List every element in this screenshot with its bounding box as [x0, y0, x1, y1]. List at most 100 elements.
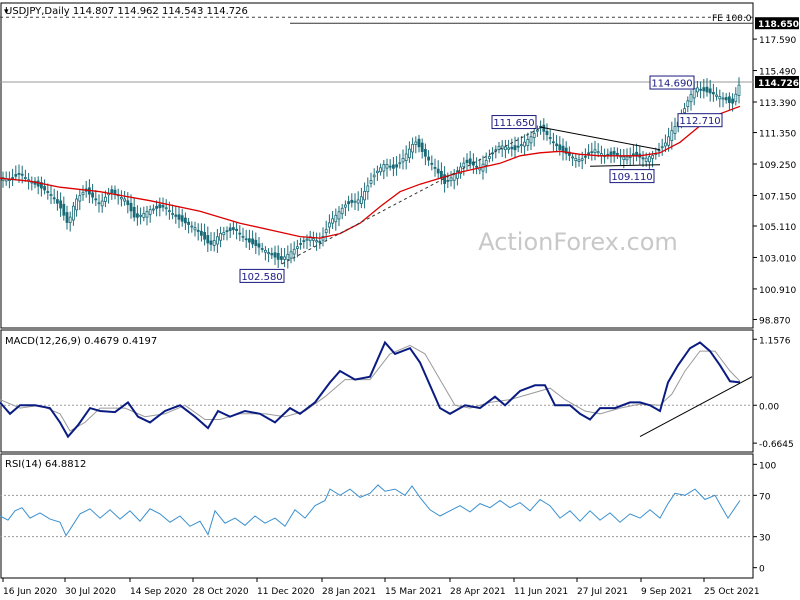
annotation-box — [609, 169, 655, 184]
candle-body — [340, 207, 344, 215]
candle-body — [104, 196, 107, 202]
candle — [587, 144, 590, 160]
triangle-upper-line — [539, 126, 661, 151]
candle-body — [327, 222, 331, 228]
candle — [552, 132, 555, 151]
candle — [247, 229, 251, 251]
candle — [273, 245, 277, 266]
candle-body — [62, 203, 66, 216]
candle-body — [263, 249, 267, 253]
candle — [446, 172, 450, 189]
x-axis-tick-label: 28 Oct 2020 — [193, 587, 249, 597]
candle-body — [648, 156, 651, 163]
rsi-axis-tick-label: 0 — [759, 565, 765, 575]
candle-body — [600, 153, 603, 156]
candle — [142, 206, 146, 222]
candle-body — [135, 213, 139, 218]
candle-body — [113, 189, 117, 195]
candle-body — [315, 240, 319, 243]
candle — [353, 193, 357, 211]
candle-body — [356, 199, 360, 204]
candle — [161, 197, 165, 212]
candle — [196, 223, 200, 241]
candle-body — [260, 248, 264, 250]
candle-body — [651, 154, 654, 159]
candle — [449, 171, 453, 187]
candle-body — [628, 156, 632, 158]
candle — [299, 237, 303, 250]
candle-body — [251, 238, 255, 245]
rsi-line — [0, 484, 741, 537]
candle — [315, 232, 319, 251]
candle — [343, 200, 347, 217]
candle — [407, 141, 411, 163]
candle — [23, 169, 27, 182]
rsi-title: RSI(14) 64.8812 — [5, 459, 86, 470]
candle — [577, 154, 581, 167]
candle-body — [423, 149, 427, 157]
candle-body — [375, 170, 379, 174]
annotation-box — [649, 75, 695, 90]
candle — [411, 137, 415, 160]
price-axis-tick-label: 111.350 — [759, 130, 796, 140]
candle-body — [161, 205, 165, 208]
candle — [388, 159, 392, 171]
candle-body — [715, 94, 718, 97]
candle-body — [529, 136, 533, 144]
candle — [699, 81, 702, 99]
candle — [110, 185, 114, 200]
candle — [414, 136, 418, 154]
x-axis-tick-label: 9 Sep 2021 — [641, 587, 692, 597]
candle — [235, 222, 239, 240]
candle — [548, 128, 552, 145]
candle-body — [667, 136, 670, 146]
candle-body — [369, 180, 373, 184]
candle-body — [78, 195, 82, 202]
candle-body — [516, 145, 520, 148]
candle-body — [436, 168, 440, 174]
candle-body — [353, 200, 357, 203]
candle — [260, 242, 264, 253]
moving-average-line — [0, 105, 741, 239]
candle — [686, 96, 690, 113]
candle-body — [500, 145, 504, 150]
candle-body — [417, 138, 421, 148]
price-axis-tick-label: 117.590 — [759, 36, 796, 46]
candle-body — [411, 143, 415, 153]
price-axis-tick-label: 100.910 — [759, 286, 796, 296]
candle — [215, 228, 219, 253]
candle-body — [641, 157, 645, 160]
macd-axis-tick-label: -0.6645 — [759, 440, 794, 450]
candle — [404, 145, 408, 170]
candle — [59, 192, 62, 217]
candle-body — [68, 216, 72, 223]
macd-title: MACD(12,26,9) 0.4679 0.4197 — [5, 336, 157, 347]
candle-body — [548, 137, 552, 139]
candle-body — [404, 153, 408, 162]
candle-body — [574, 157, 578, 161]
candle-body — [215, 236, 219, 245]
candle-body — [94, 198, 98, 201]
candle — [513, 136, 517, 159]
candle-body — [235, 228, 239, 231]
candle — [123, 190, 126, 206]
candle-body — [734, 93, 738, 102]
candle-body — [241, 235, 245, 238]
annotation-label: 112.710 — [679, 116, 720, 127]
candle-body — [337, 211, 341, 220]
candle-body — [65, 212, 69, 223]
candle — [433, 158, 437, 177]
annotation-box — [491, 115, 537, 130]
candle — [145, 205, 149, 226]
price-panel: FE 100.0 102.580 111.650 109.110 112.710 114.… — [0, 14, 753, 283]
candle-body — [683, 108, 686, 114]
annotation-box — [677, 113, 723, 128]
macd-axis-tick-label: 0.00 — [759, 402, 779, 412]
candle-body — [126, 200, 130, 206]
candle — [289, 243, 293, 264]
candle-body — [491, 152, 495, 155]
price-annotation: 112.710 — [677, 113, 723, 128]
candle-body — [279, 256, 283, 260]
candle-body — [372, 174, 376, 178]
candle-body — [609, 151, 613, 156]
